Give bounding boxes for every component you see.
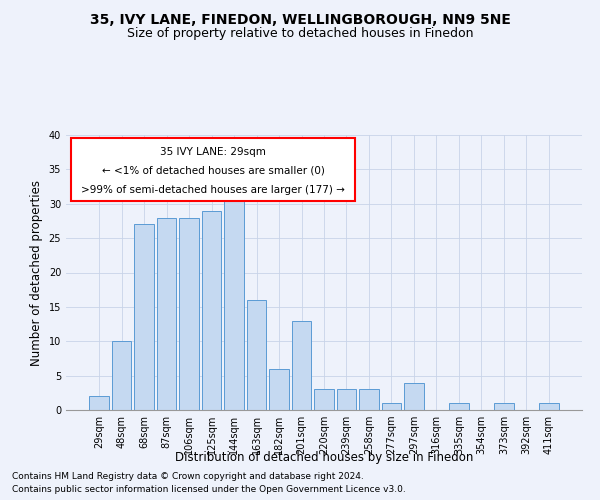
Bar xyxy=(112,341,131,410)
Text: Distribution of detached houses by size in Finedon: Distribution of detached houses by size … xyxy=(175,451,473,464)
Bar xyxy=(292,320,311,410)
Bar xyxy=(539,403,559,410)
Bar xyxy=(359,390,379,410)
Y-axis label: Number of detached properties: Number of detached properties xyxy=(30,180,43,366)
Text: 35 IVY LANE: 29sqm: 35 IVY LANE: 29sqm xyxy=(160,146,266,156)
Bar xyxy=(89,396,109,410)
Text: ← <1% of detached houses are smaller (0): ← <1% of detached houses are smaller (0) xyxy=(101,166,325,175)
Text: Contains public sector information licensed under the Open Government Licence v3: Contains public sector information licen… xyxy=(12,485,406,494)
Text: Size of property relative to detached houses in Finedon: Size of property relative to detached ho… xyxy=(127,28,473,40)
Bar xyxy=(449,403,469,410)
FancyBboxPatch shape xyxy=(71,138,355,201)
Bar xyxy=(202,210,221,410)
Text: Contains HM Land Registry data © Crown copyright and database right 2024.: Contains HM Land Registry data © Crown c… xyxy=(12,472,364,481)
Bar xyxy=(337,390,356,410)
Bar xyxy=(179,218,199,410)
Bar xyxy=(269,369,289,410)
Bar xyxy=(157,218,176,410)
Text: 35, IVY LANE, FINEDON, WELLINGBOROUGH, NN9 5NE: 35, IVY LANE, FINEDON, WELLINGBOROUGH, N… xyxy=(89,12,511,26)
Bar xyxy=(134,224,154,410)
Bar xyxy=(314,390,334,410)
Bar xyxy=(247,300,266,410)
Bar xyxy=(494,403,514,410)
Text: >99% of semi-detached houses are larger (177) →: >99% of semi-detached houses are larger … xyxy=(81,184,345,194)
Bar xyxy=(224,197,244,410)
Bar xyxy=(382,403,401,410)
Bar xyxy=(404,382,424,410)
